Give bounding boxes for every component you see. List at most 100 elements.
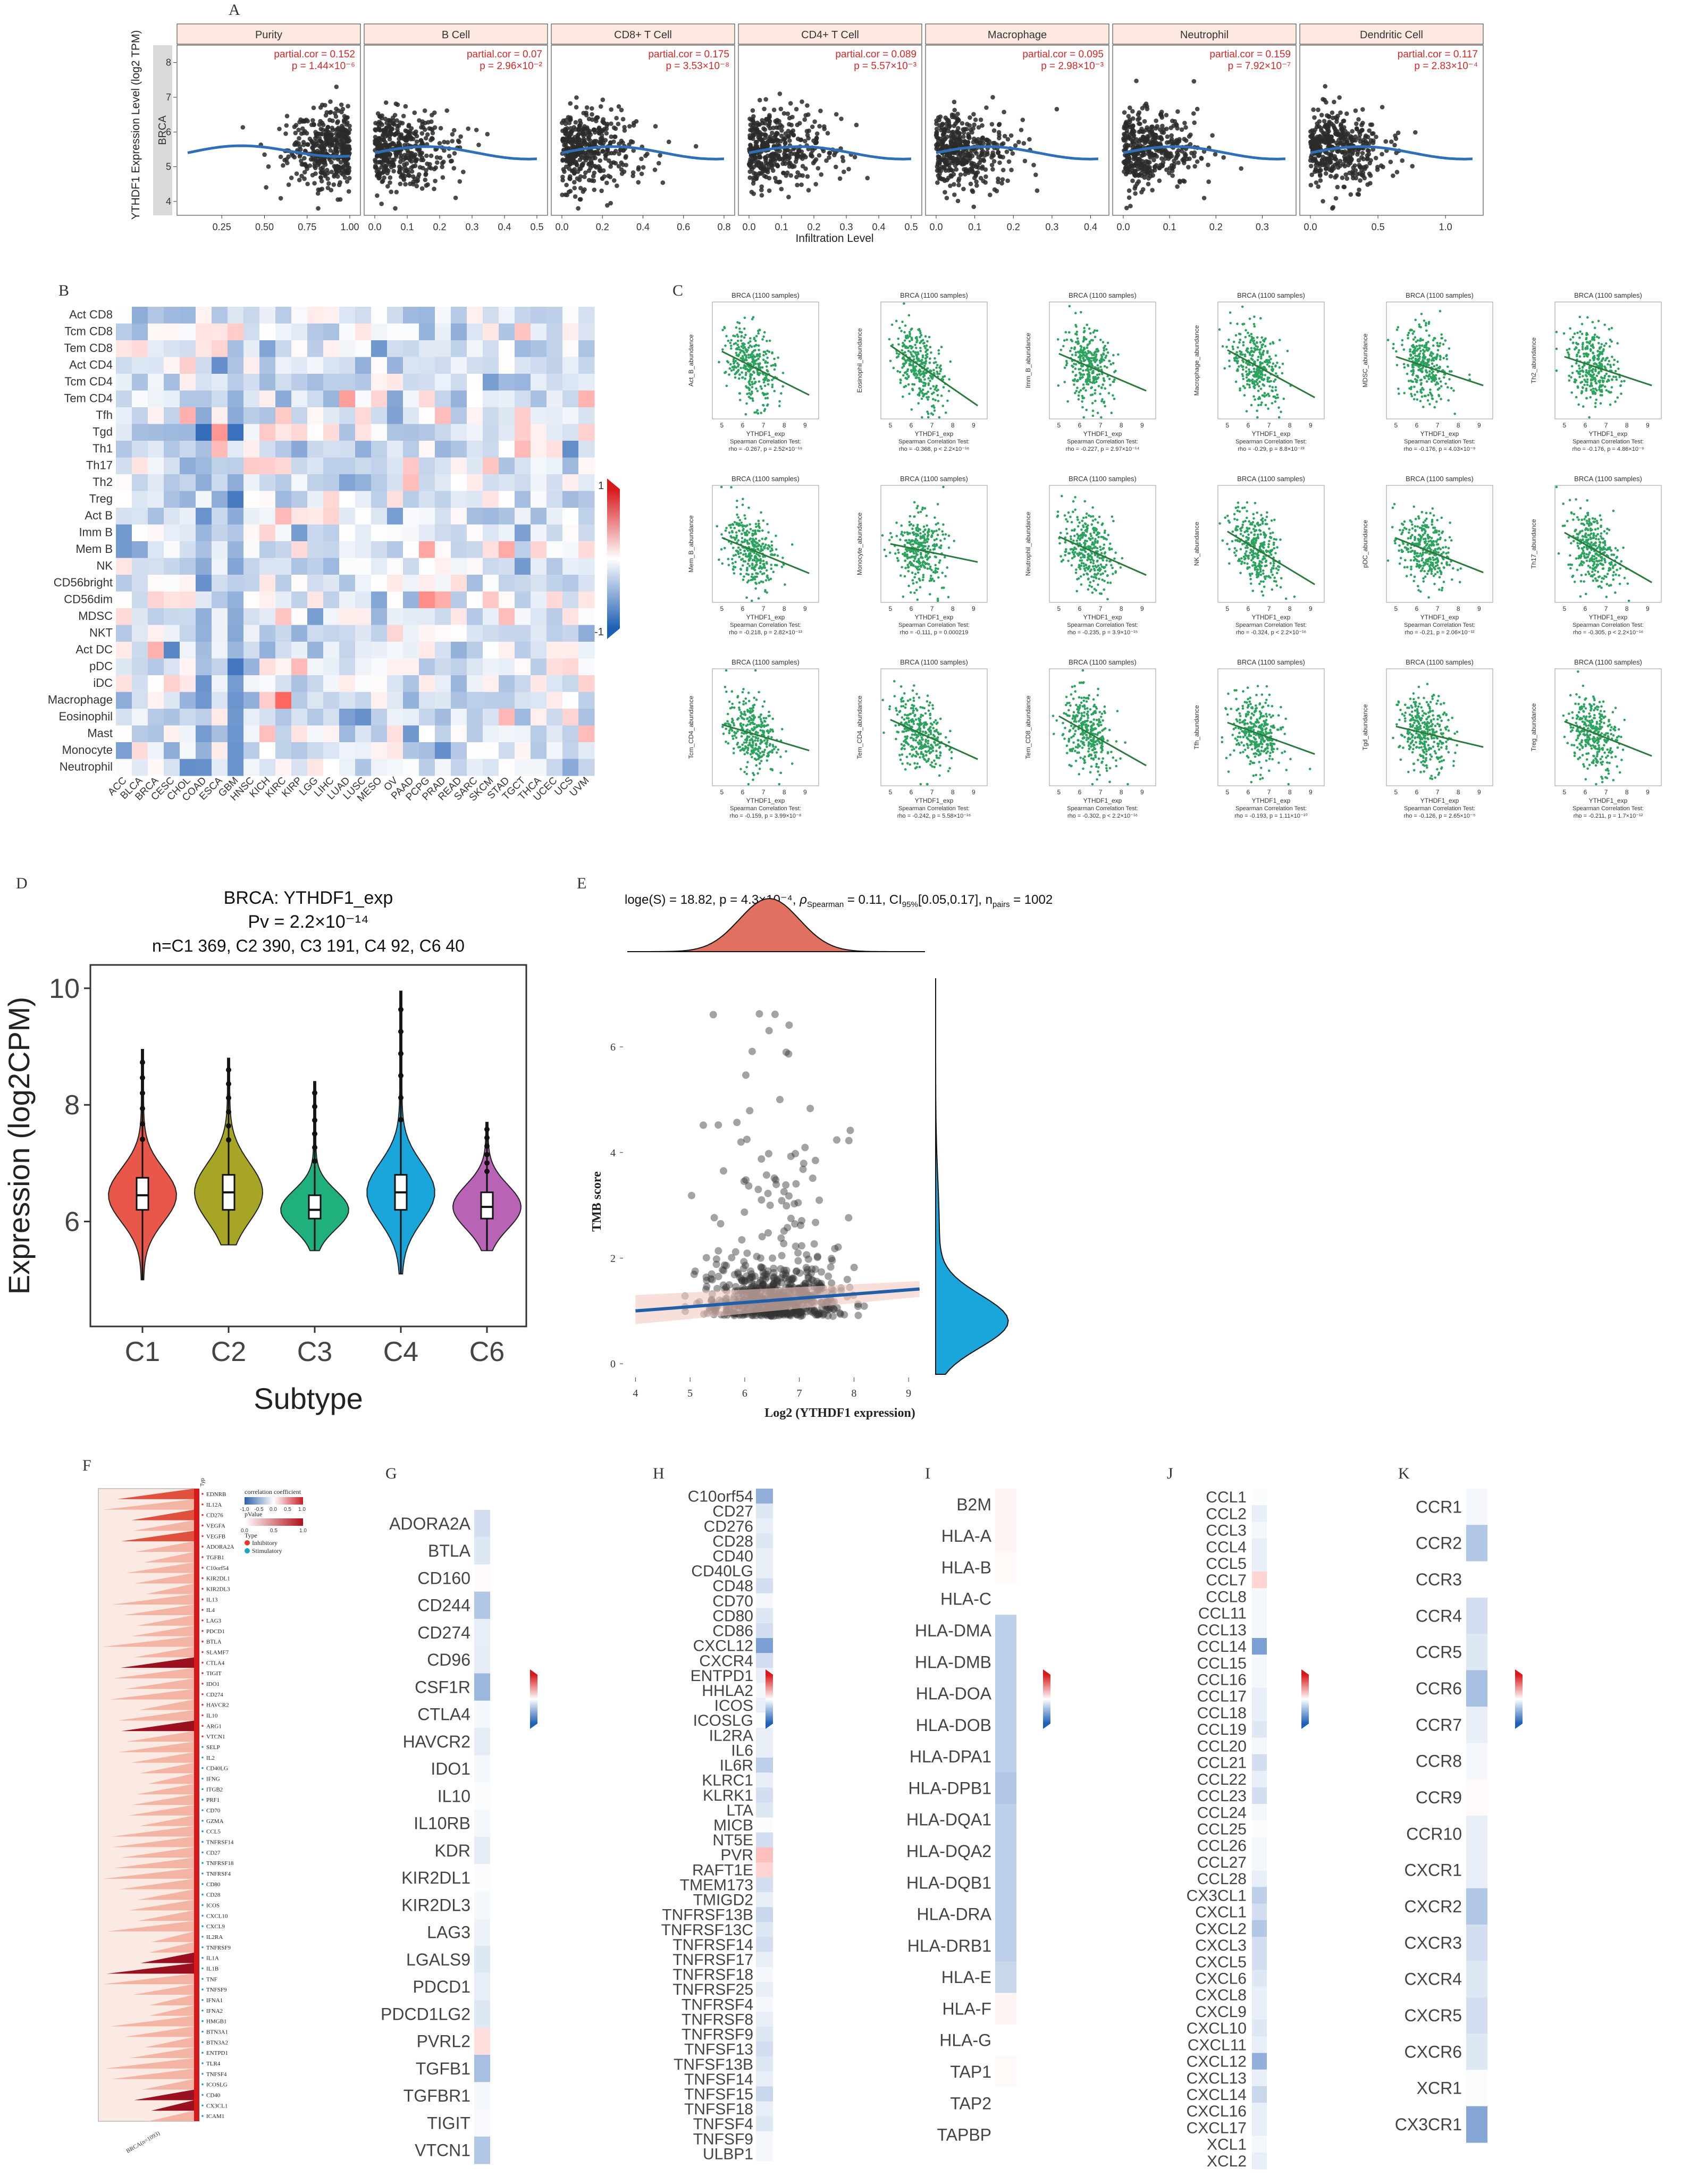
panel-a-point bbox=[293, 130, 298, 136]
panel-a-ytick: 5 bbox=[166, 162, 171, 172]
panel-b-cell bbox=[403, 374, 419, 391]
panel-c-point bbox=[1086, 352, 1088, 355]
panel-b-cell bbox=[243, 407, 260, 424]
panel-c-point bbox=[755, 387, 758, 390]
panel-b-cell bbox=[435, 407, 451, 424]
panel-a-point bbox=[299, 131, 304, 136]
panel-a-point bbox=[397, 164, 402, 170]
panel-c-point bbox=[929, 357, 931, 360]
panel-a-point bbox=[957, 131, 962, 136]
panel-b-cell bbox=[291, 424, 308, 441]
panel-a-point bbox=[592, 187, 597, 192]
panel-a-point bbox=[798, 137, 803, 142]
panel-a-point bbox=[1154, 154, 1159, 159]
panel-c-point bbox=[1085, 408, 1088, 411]
panel-a-point bbox=[759, 193, 764, 198]
panel-c-point bbox=[737, 335, 739, 338]
panel-a-point bbox=[442, 139, 447, 145]
panel-a-point bbox=[321, 171, 326, 175]
panel-c-point bbox=[724, 372, 726, 374]
panel-b-cell bbox=[196, 742, 212, 759]
panel-c-point bbox=[1075, 390, 1078, 392]
panel-c-point bbox=[935, 387, 938, 389]
panel-c-point bbox=[932, 362, 936, 364]
panel-b-cell bbox=[148, 441, 164, 458]
panel-c-point bbox=[1092, 331, 1095, 334]
panel-label-b: B bbox=[58, 282, 70, 299]
panel-c-point bbox=[747, 354, 750, 356]
panel-b-cell bbox=[515, 725, 531, 743]
panel-c-point bbox=[906, 334, 909, 337]
panel-a-point bbox=[958, 172, 963, 177]
panel-a-point bbox=[952, 192, 957, 197]
panel-a-point bbox=[1191, 79, 1197, 84]
panel-c-point bbox=[924, 354, 928, 357]
panel-b-cell bbox=[228, 374, 244, 391]
panel-b-cell bbox=[467, 575, 483, 592]
panel-a-point bbox=[822, 127, 827, 131]
panel-a-xtick: 0.2 bbox=[1007, 222, 1020, 232]
panel-b-cell bbox=[371, 474, 388, 491]
panel-a-point bbox=[335, 174, 340, 179]
panel-c-point bbox=[751, 381, 753, 383]
panel-c-point bbox=[1096, 411, 1099, 414]
panel-b-cell bbox=[148, 457, 164, 475]
panel-b-cell bbox=[451, 709, 467, 726]
panel-c-point bbox=[1074, 324, 1077, 326]
panel-a-cor: partial.cor = 0.117 bbox=[1398, 49, 1478, 60]
panel-b-cell bbox=[419, 424, 435, 441]
panel-a-point bbox=[636, 180, 641, 185]
panel-a-point bbox=[1154, 118, 1158, 123]
panel-c-point bbox=[737, 365, 739, 368]
panel-c-point bbox=[754, 339, 757, 342]
panel-a-point bbox=[434, 155, 440, 160]
panel-b-cell bbox=[531, 709, 547, 726]
panel-b-cell bbox=[546, 374, 563, 391]
panel-c-point bbox=[749, 383, 752, 387]
panel-a-point bbox=[391, 169, 396, 174]
panel-c-point bbox=[926, 348, 929, 351]
panel-b-cell bbox=[243, 424, 260, 441]
panel-a-point bbox=[946, 161, 952, 165]
panel-a-point bbox=[576, 132, 581, 137]
panel-b-cell bbox=[196, 709, 212, 726]
panel-b-cell bbox=[132, 491, 148, 508]
panel-a-point bbox=[1169, 154, 1174, 159]
panel-b-cell bbox=[212, 508, 228, 525]
panel-a-point bbox=[819, 172, 823, 177]
panel-b-cell bbox=[435, 390, 451, 408]
panel-a-point bbox=[429, 119, 434, 124]
panel-a-xtick: 0.4 bbox=[498, 222, 511, 232]
panel-a-point bbox=[996, 177, 1000, 181]
panel-a-point bbox=[600, 149, 605, 154]
panel-a-point bbox=[577, 157, 583, 162]
panel-b-cell bbox=[546, 625, 563, 642]
panel-b-cell bbox=[228, 323, 244, 341]
panel-b-row-label: Th2 bbox=[93, 475, 113, 489]
panel-b-cell bbox=[291, 474, 308, 491]
panel-a-point bbox=[594, 119, 599, 123]
panel-b-cell bbox=[355, 742, 372, 759]
panel-a-point bbox=[278, 154, 283, 159]
panel-c-point bbox=[1082, 359, 1086, 362]
panel-b-cell bbox=[451, 374, 467, 391]
panel-a-point bbox=[1323, 156, 1328, 161]
panel-c-point bbox=[1080, 346, 1083, 348]
panel-a-point bbox=[409, 159, 414, 164]
panel-b-cell bbox=[499, 524, 515, 542]
panel-a-point bbox=[428, 153, 434, 158]
panel-a-point bbox=[568, 174, 573, 179]
panel-c-point bbox=[745, 385, 747, 388]
panel-a-point bbox=[612, 150, 617, 156]
panel-a-xtick: 0.3 bbox=[1256, 222, 1269, 232]
panel-a-point bbox=[423, 178, 428, 182]
panel-b-row-label: Tem CD8 bbox=[64, 341, 113, 355]
panel-c-point bbox=[738, 377, 741, 380]
panel-c-point bbox=[903, 362, 905, 365]
panel-a-point bbox=[785, 147, 790, 153]
panel-a-xtick: 0.4 bbox=[1084, 222, 1097, 232]
panel-c-point bbox=[917, 359, 920, 362]
panel-a-point bbox=[1330, 206, 1335, 211]
panel-b-cell bbox=[275, 558, 292, 575]
